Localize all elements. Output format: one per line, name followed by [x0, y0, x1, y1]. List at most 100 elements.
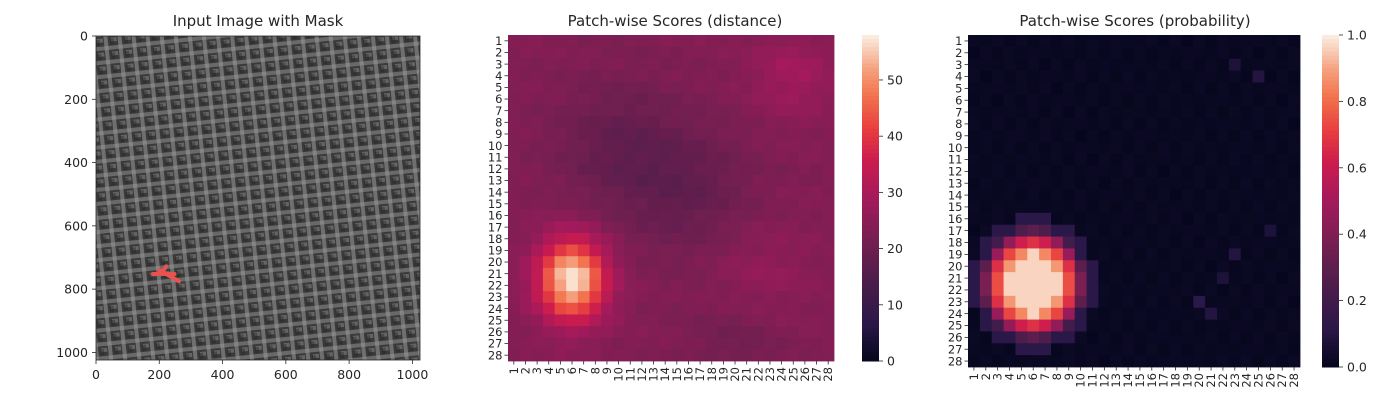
heatmap-cell	[1252, 236, 1265, 249]
heatmap-cell	[1240, 189, 1253, 202]
heatmap-cell	[612, 139, 625, 152]
heatmap-cell	[601, 69, 614, 82]
heatmap-cell	[1276, 129, 1289, 143]
heatmap-cell	[1193, 118, 1206, 131]
x-tick-label: 13	[1109, 373, 1123, 388]
heatmap-cell	[1134, 141, 1147, 154]
heatmap-cell	[1062, 331, 1076, 344]
heatmap-cell	[1276, 236, 1289, 249]
heatmap-cell	[705, 267, 718, 280]
heatmap-cell	[717, 139, 730, 152]
colorbar-tick-label: 40	[887, 129, 903, 144]
heatmap-cell	[1181, 141, 1194, 154]
heatmap-cell	[1003, 94, 1016, 107]
heatmap-cell	[647, 93, 660, 106]
y-tick-label: 200	[64, 92, 88, 107]
heatmap-cell	[682, 302, 695, 315]
heatmap-cell	[1145, 201, 1159, 214]
y-tick-label: 10	[488, 139, 503, 153]
colorbar-segment	[862, 340, 879, 346]
y-tick-label: 26	[488, 325, 503, 339]
heatmap-cell	[1074, 331, 1087, 344]
heatmap-cell	[671, 81, 684, 94]
heatmap-cell	[694, 314, 707, 327]
heatmap-cell	[612, 128, 625, 141]
heatmap-cell	[1205, 46, 1218, 60]
colorbar-segment	[862, 328, 879, 333]
heatmap-cell	[1276, 35, 1289, 48]
y-tick-label: 6	[495, 92, 502, 106]
heatmap-cell	[1169, 141, 1182, 154]
heatmap-cell	[1086, 189, 1099, 202]
heatmap-cell	[566, 326, 579, 339]
heatmap-cell	[577, 279, 590, 292]
heatmap-cell	[1134, 236, 1147, 249]
heatmap-cell	[822, 256, 835, 269]
heatmap-cell	[740, 232, 753, 245]
colorbar-segment	[1322, 304, 1339, 310]
heatmap-cell	[1074, 295, 1087, 309]
heatmap-cell	[1264, 35, 1277, 48]
heatmap-cell	[519, 302, 532, 315]
heatmap-cell	[740, 326, 753, 339]
heatmap-cell	[1205, 118, 1218, 131]
colorbar-segment	[1322, 88, 1339, 94]
x-tick-label: 13	[647, 367, 661, 382]
heatmap-cell	[542, 314, 555, 327]
panel-input-image: Input Image with Mask 0 200 400 600 800 1000 …	[56, 12, 428, 382]
distance-heatmap-y-axis: 1234567891011121314151617181920212223242…	[488, 34, 508, 362]
colorbar-segment	[862, 218, 879, 223]
heatmap-cell	[519, 291, 532, 304]
colorbar-tick-label: 10	[887, 297, 903, 312]
heatmap-cell	[636, 302, 649, 315]
heatmap-cell	[1157, 46, 1170, 60]
colorbar-segment	[862, 250, 879, 256]
heatmap-cell	[1003, 141, 1016, 154]
heatmap-cell	[566, 174, 579, 187]
heatmap-cell	[1051, 343, 1064, 356]
heatmap-cell	[554, 337, 567, 350]
heatmap-cell	[531, 209, 544, 222]
colorbar-segment	[1322, 313, 1339, 318]
heatmap-cell	[589, 58, 602, 71]
heatmap-cell	[508, 198, 521, 211]
heatmap-cell	[1039, 224, 1052, 237]
heatmap-cell	[671, 209, 684, 222]
heatmap-cell	[647, 209, 660, 222]
heatmap-cell	[968, 224, 981, 237]
heatmap-cell	[991, 165, 1004, 178]
heatmap-cell	[519, 69, 532, 82]
heatmap-cell	[1181, 284, 1194, 297]
heatmap-cell	[1134, 248, 1147, 261]
heatmap-cell	[729, 279, 742, 292]
heatmap-cell	[1181, 224, 1194, 237]
heatmap-cell	[979, 236, 993, 249]
colorbar-segment	[862, 112, 879, 117]
heatmap-cell	[1276, 177, 1289, 190]
heatmap-cell	[764, 256, 777, 269]
heatmap-cell	[810, 116, 823, 129]
heatmap-cell	[1181, 46, 1194, 60]
heatmap-cell	[775, 302, 788, 315]
y-tick-label: 4	[955, 70, 962, 84]
heatmap-cell	[1074, 94, 1087, 107]
x-tick-label: 4	[542, 367, 556, 374]
heatmap-cell	[740, 174, 753, 187]
heatmap-cell	[542, 209, 555, 222]
heatmap-cell	[799, 267, 812, 280]
heatmap-cell	[764, 267, 777, 280]
heatmap-cell	[682, 221, 695, 234]
colorbar-segment	[1322, 59, 1339, 65]
heatmap-cell	[799, 337, 812, 350]
heatmap-cell	[1122, 260, 1135, 273]
heatmap-cell	[787, 151, 800, 164]
heatmap-cell	[1074, 189, 1087, 202]
heatmap-cell	[752, 186, 765, 199]
heatmap-cell	[1134, 189, 1147, 202]
heatmap-cell	[566, 93, 579, 106]
heatmap-cell	[968, 118, 981, 131]
y-tick-label: 2	[955, 46, 962, 60]
heatmap-cell	[601, 232, 614, 245]
heatmap-cell	[682, 81, 695, 94]
heatmap-cell	[1157, 58, 1170, 71]
